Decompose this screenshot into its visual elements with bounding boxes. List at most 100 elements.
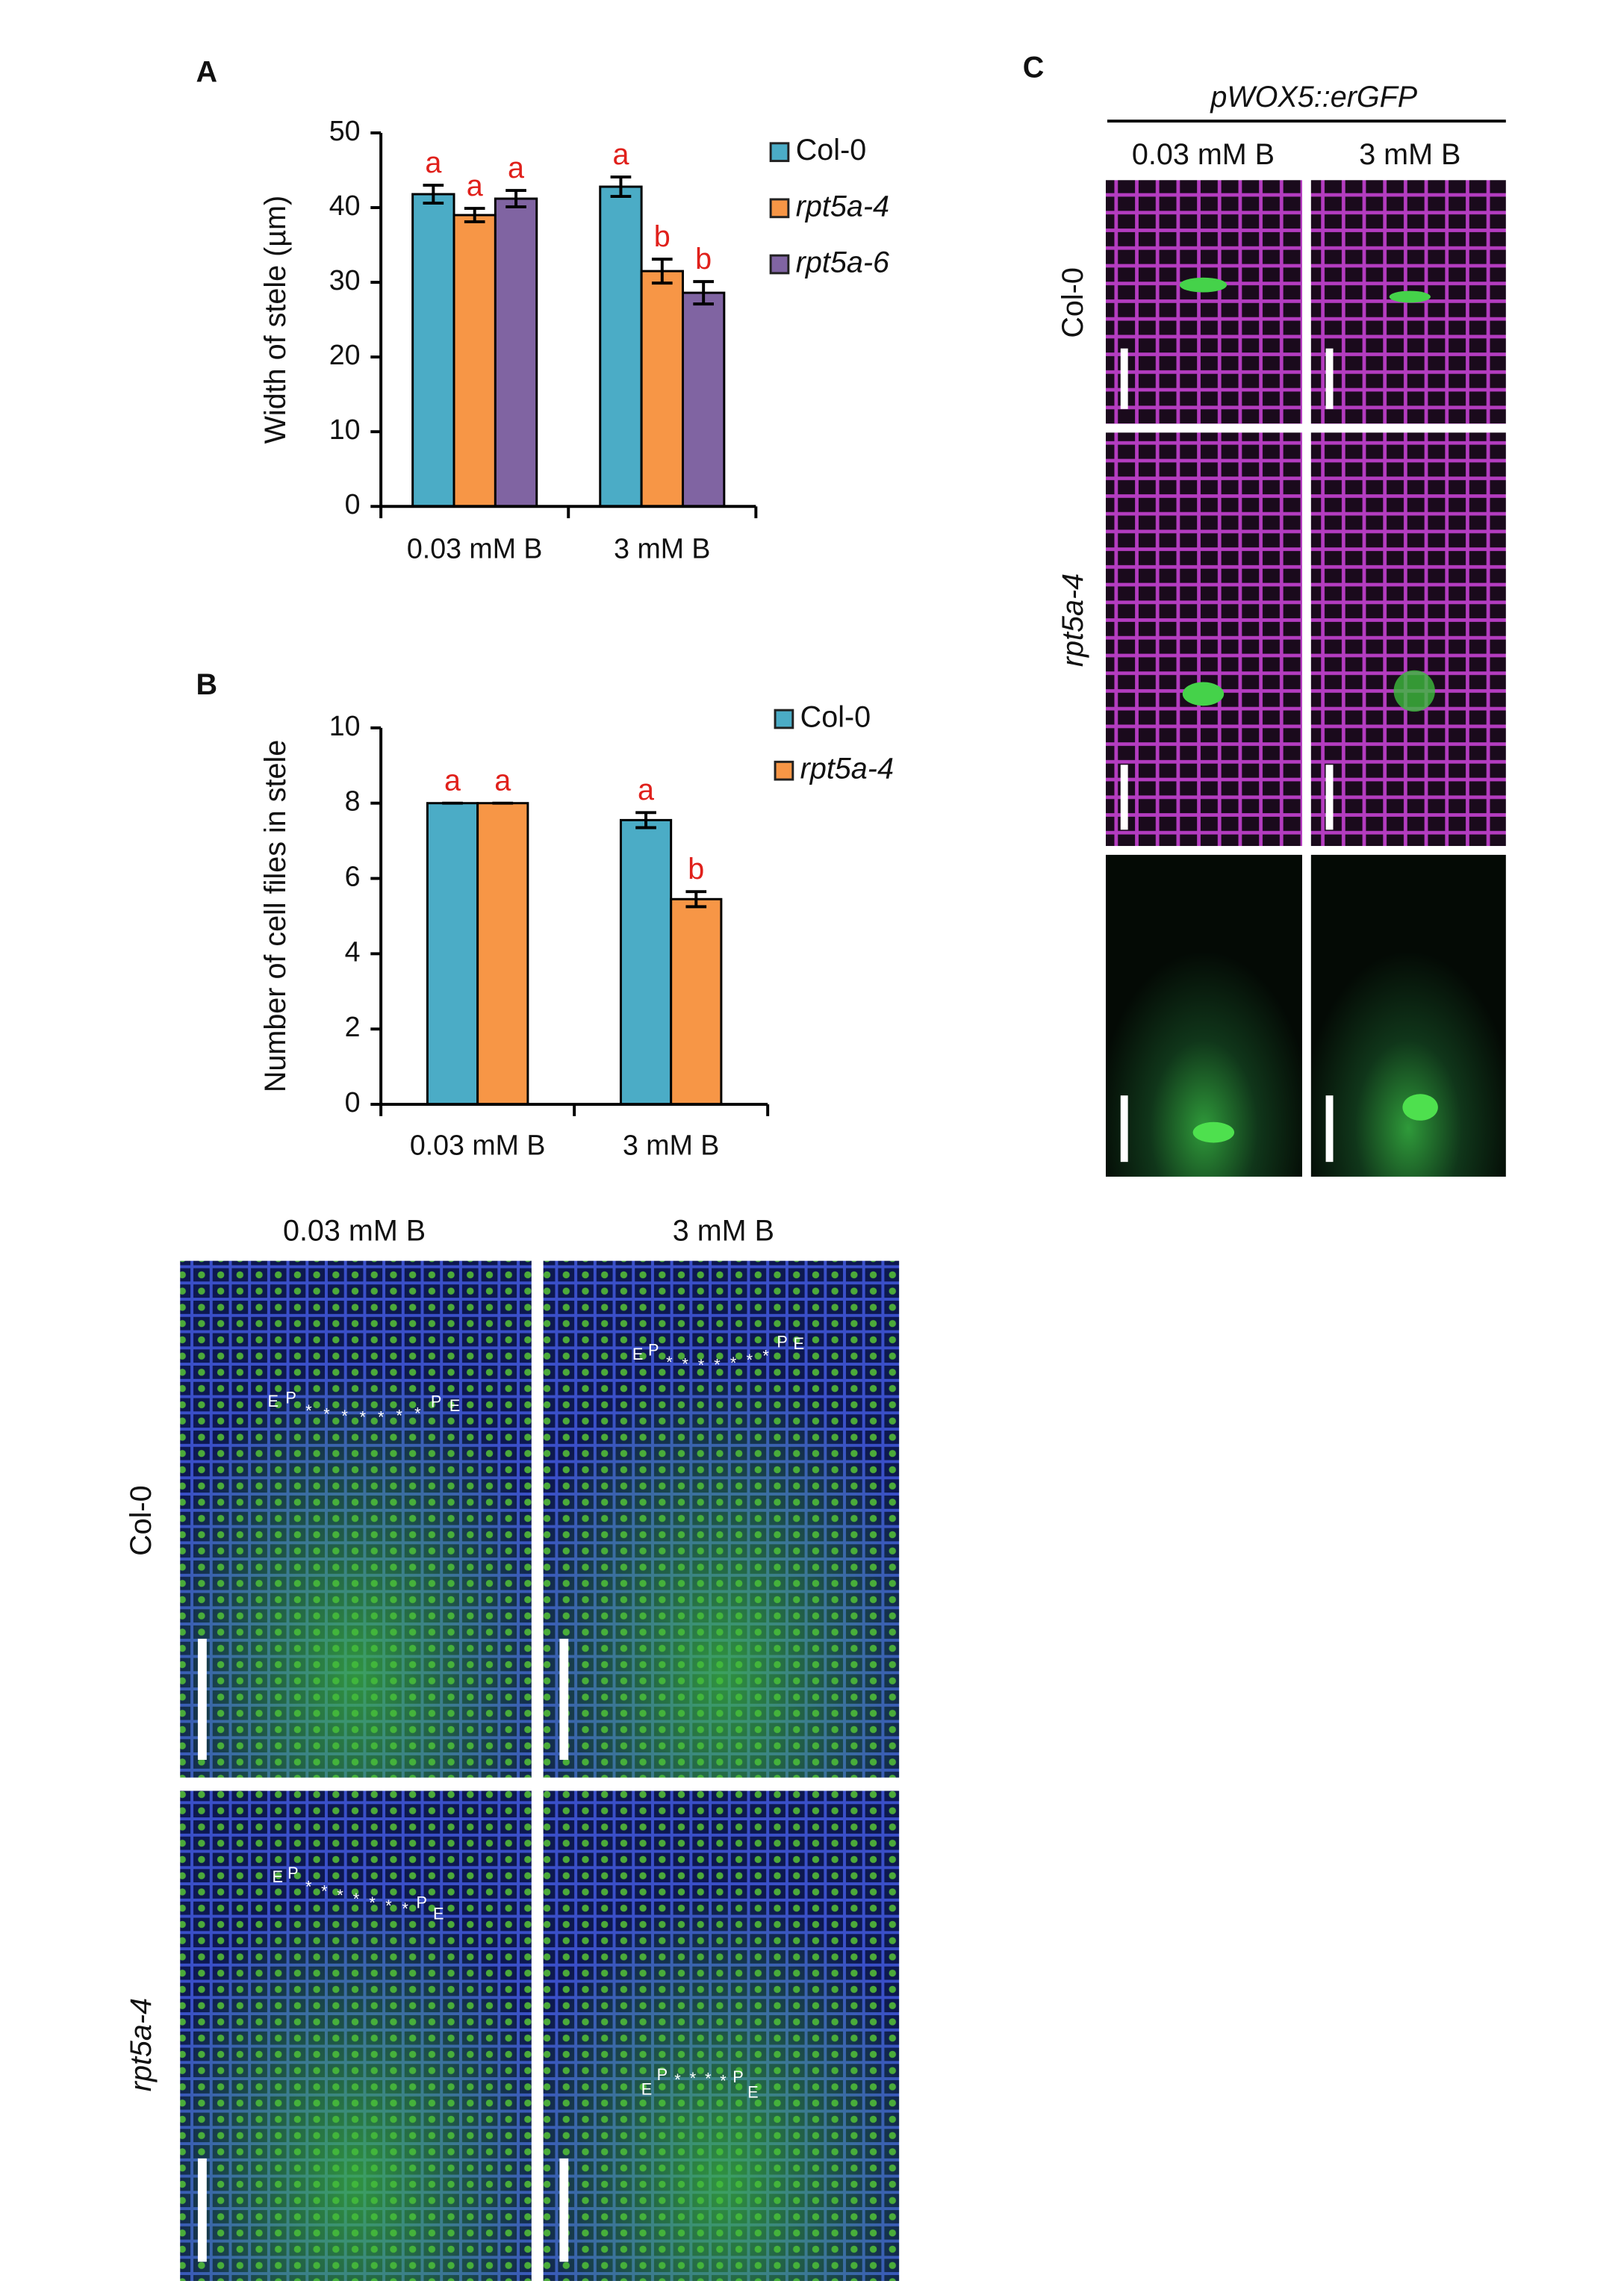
- row-label: rpt5a-4: [1057, 573, 1089, 667]
- cell-marker: *: [360, 1407, 367, 1426]
- bar: [599, 185, 643, 508]
- gfp-signal: [1393, 670, 1435, 712]
- bar: [411, 193, 455, 508]
- cell-marker: E: [433, 1904, 444, 1923]
- cell-marker: *: [353, 1890, 360, 1908]
- scale-bar: [1325, 348, 1334, 409]
- significance-letter: a: [444, 764, 461, 797]
- cell-marker: E: [632, 1345, 644, 1363]
- panel-title: pWOX5::erGFP: [1210, 81, 1417, 113]
- scale-bar: [1325, 1095, 1334, 1163]
- significance-letter: a: [638, 774, 654, 806]
- cell-marker: E: [268, 1392, 279, 1410]
- cell-marker: P: [777, 1332, 788, 1351]
- bar: [619, 818, 673, 1106]
- cell-marker: *: [396, 1407, 403, 1425]
- column-label: 3 mM B: [1359, 138, 1460, 171]
- micrograph: [1105, 432, 1302, 847]
- significance-letter: a: [494, 764, 511, 797]
- y-tick-label: 50: [329, 115, 361, 146]
- cell-marker: *: [321, 1882, 328, 1900]
- bar: [452, 214, 497, 508]
- bar: [494, 197, 538, 508]
- panel-label: A: [196, 55, 218, 88]
- error-bar: [505, 189, 526, 209]
- significance-letter: a: [467, 169, 483, 202]
- cell-marker: E: [449, 1396, 461, 1415]
- column-label: 0.03 mM B: [283, 1215, 426, 1248]
- y-tick-label: 10: [329, 710, 361, 741]
- cell-marker: E: [793, 1334, 804, 1353]
- cell-marker: *: [414, 1404, 421, 1423]
- cell-marker: *: [682, 1355, 688, 1374]
- x-tick-label: 0.03 mM B: [410, 1129, 546, 1160]
- cell-marker: P: [285, 1389, 296, 1407]
- cell-marker: *: [720, 2072, 727, 2091]
- bar: [670, 897, 723, 1106]
- cell-marker: *: [705, 2069, 712, 2088]
- error-bar: [635, 811, 656, 830]
- error-bar: [651, 258, 673, 285]
- cell-marker: P: [648, 1340, 659, 1359]
- y-axis-title: Number of cell files in stele: [259, 740, 292, 1092]
- significance-letter: b: [688, 853, 704, 886]
- cell-marker: *: [323, 1404, 330, 1423]
- cell-marker: *: [337, 1886, 343, 1905]
- scale-bar: [1120, 765, 1128, 830]
- cell-marker: E: [747, 2083, 759, 2102]
- cell-marker: E: [272, 1867, 283, 1886]
- error-bar: [685, 890, 707, 909]
- scale-bar: [1120, 1095, 1128, 1163]
- micrograph-glow: [180, 1790, 532, 2281]
- gfp-signal: [1182, 682, 1225, 706]
- legend-label: Col-0: [800, 700, 871, 733]
- bar: [476, 802, 529, 1106]
- legend-swatch: [769, 254, 790, 275]
- scale-bar: [1325, 765, 1334, 830]
- y-tick-label: 0: [345, 488, 361, 520]
- significance-letter: b: [695, 243, 712, 276]
- micrograph-grid: [1105, 180, 1506, 1177]
- error-bar: [693, 280, 715, 306]
- micrograph-glow: [543, 1790, 900, 2281]
- cell-marker: *: [305, 1401, 312, 1420]
- cell-marker: *: [762, 1346, 769, 1365]
- cell-marker: *: [730, 1354, 737, 1372]
- cell-marker: *: [385, 1896, 392, 1915]
- y-axis-title: Width of stele (µm): [259, 196, 292, 444]
- cell-marker: *: [305, 1877, 312, 1896]
- cell-marker: *: [714, 1355, 721, 1374]
- significance-letter: a: [612, 138, 629, 171]
- cell-marker: P: [732, 2067, 744, 2086]
- cell-marker: *: [747, 1351, 753, 1369]
- y-tick-label: 8: [345, 785, 361, 817]
- cell-marker: P: [431, 1392, 442, 1410]
- y-tick-label: 10: [329, 414, 361, 445]
- cell-marker: P: [417, 1893, 428, 1911]
- scale-bar: [197, 1638, 207, 1760]
- x-tick-label: 0.03 mM B: [407, 533, 543, 564]
- row-label: Col-0: [125, 1485, 158, 1555]
- significance-letter: b: [654, 220, 671, 253]
- legend-swatch: [774, 760, 794, 781]
- y-tick-label: 2: [345, 1011, 361, 1042]
- row-label: Col-0: [1057, 267, 1089, 337]
- bar: [682, 291, 726, 508]
- micrograph: [1105, 854, 1302, 1177]
- scale-bar: [197, 2158, 207, 2262]
- row-label: rpt5a-4: [125, 1998, 158, 2091]
- cell-marker: *: [698, 1356, 705, 1375]
- micrograph-glow: [543, 1260, 900, 1778]
- y-tick-label: 30: [329, 264, 361, 296]
- x-tick-label: 3 mM B: [623, 1129, 719, 1160]
- bar: [426, 802, 479, 1106]
- gfp-signal: [1192, 1121, 1234, 1143]
- cell-marker: P: [657, 2065, 668, 2084]
- legend-swatch: [774, 709, 794, 729]
- column-label: 3 mM B: [673, 1215, 774, 1248]
- y-tick-label: 6: [345, 860, 361, 891]
- cell-marker: P: [287, 1864, 299, 1882]
- cell-marker: *: [402, 1899, 408, 1918]
